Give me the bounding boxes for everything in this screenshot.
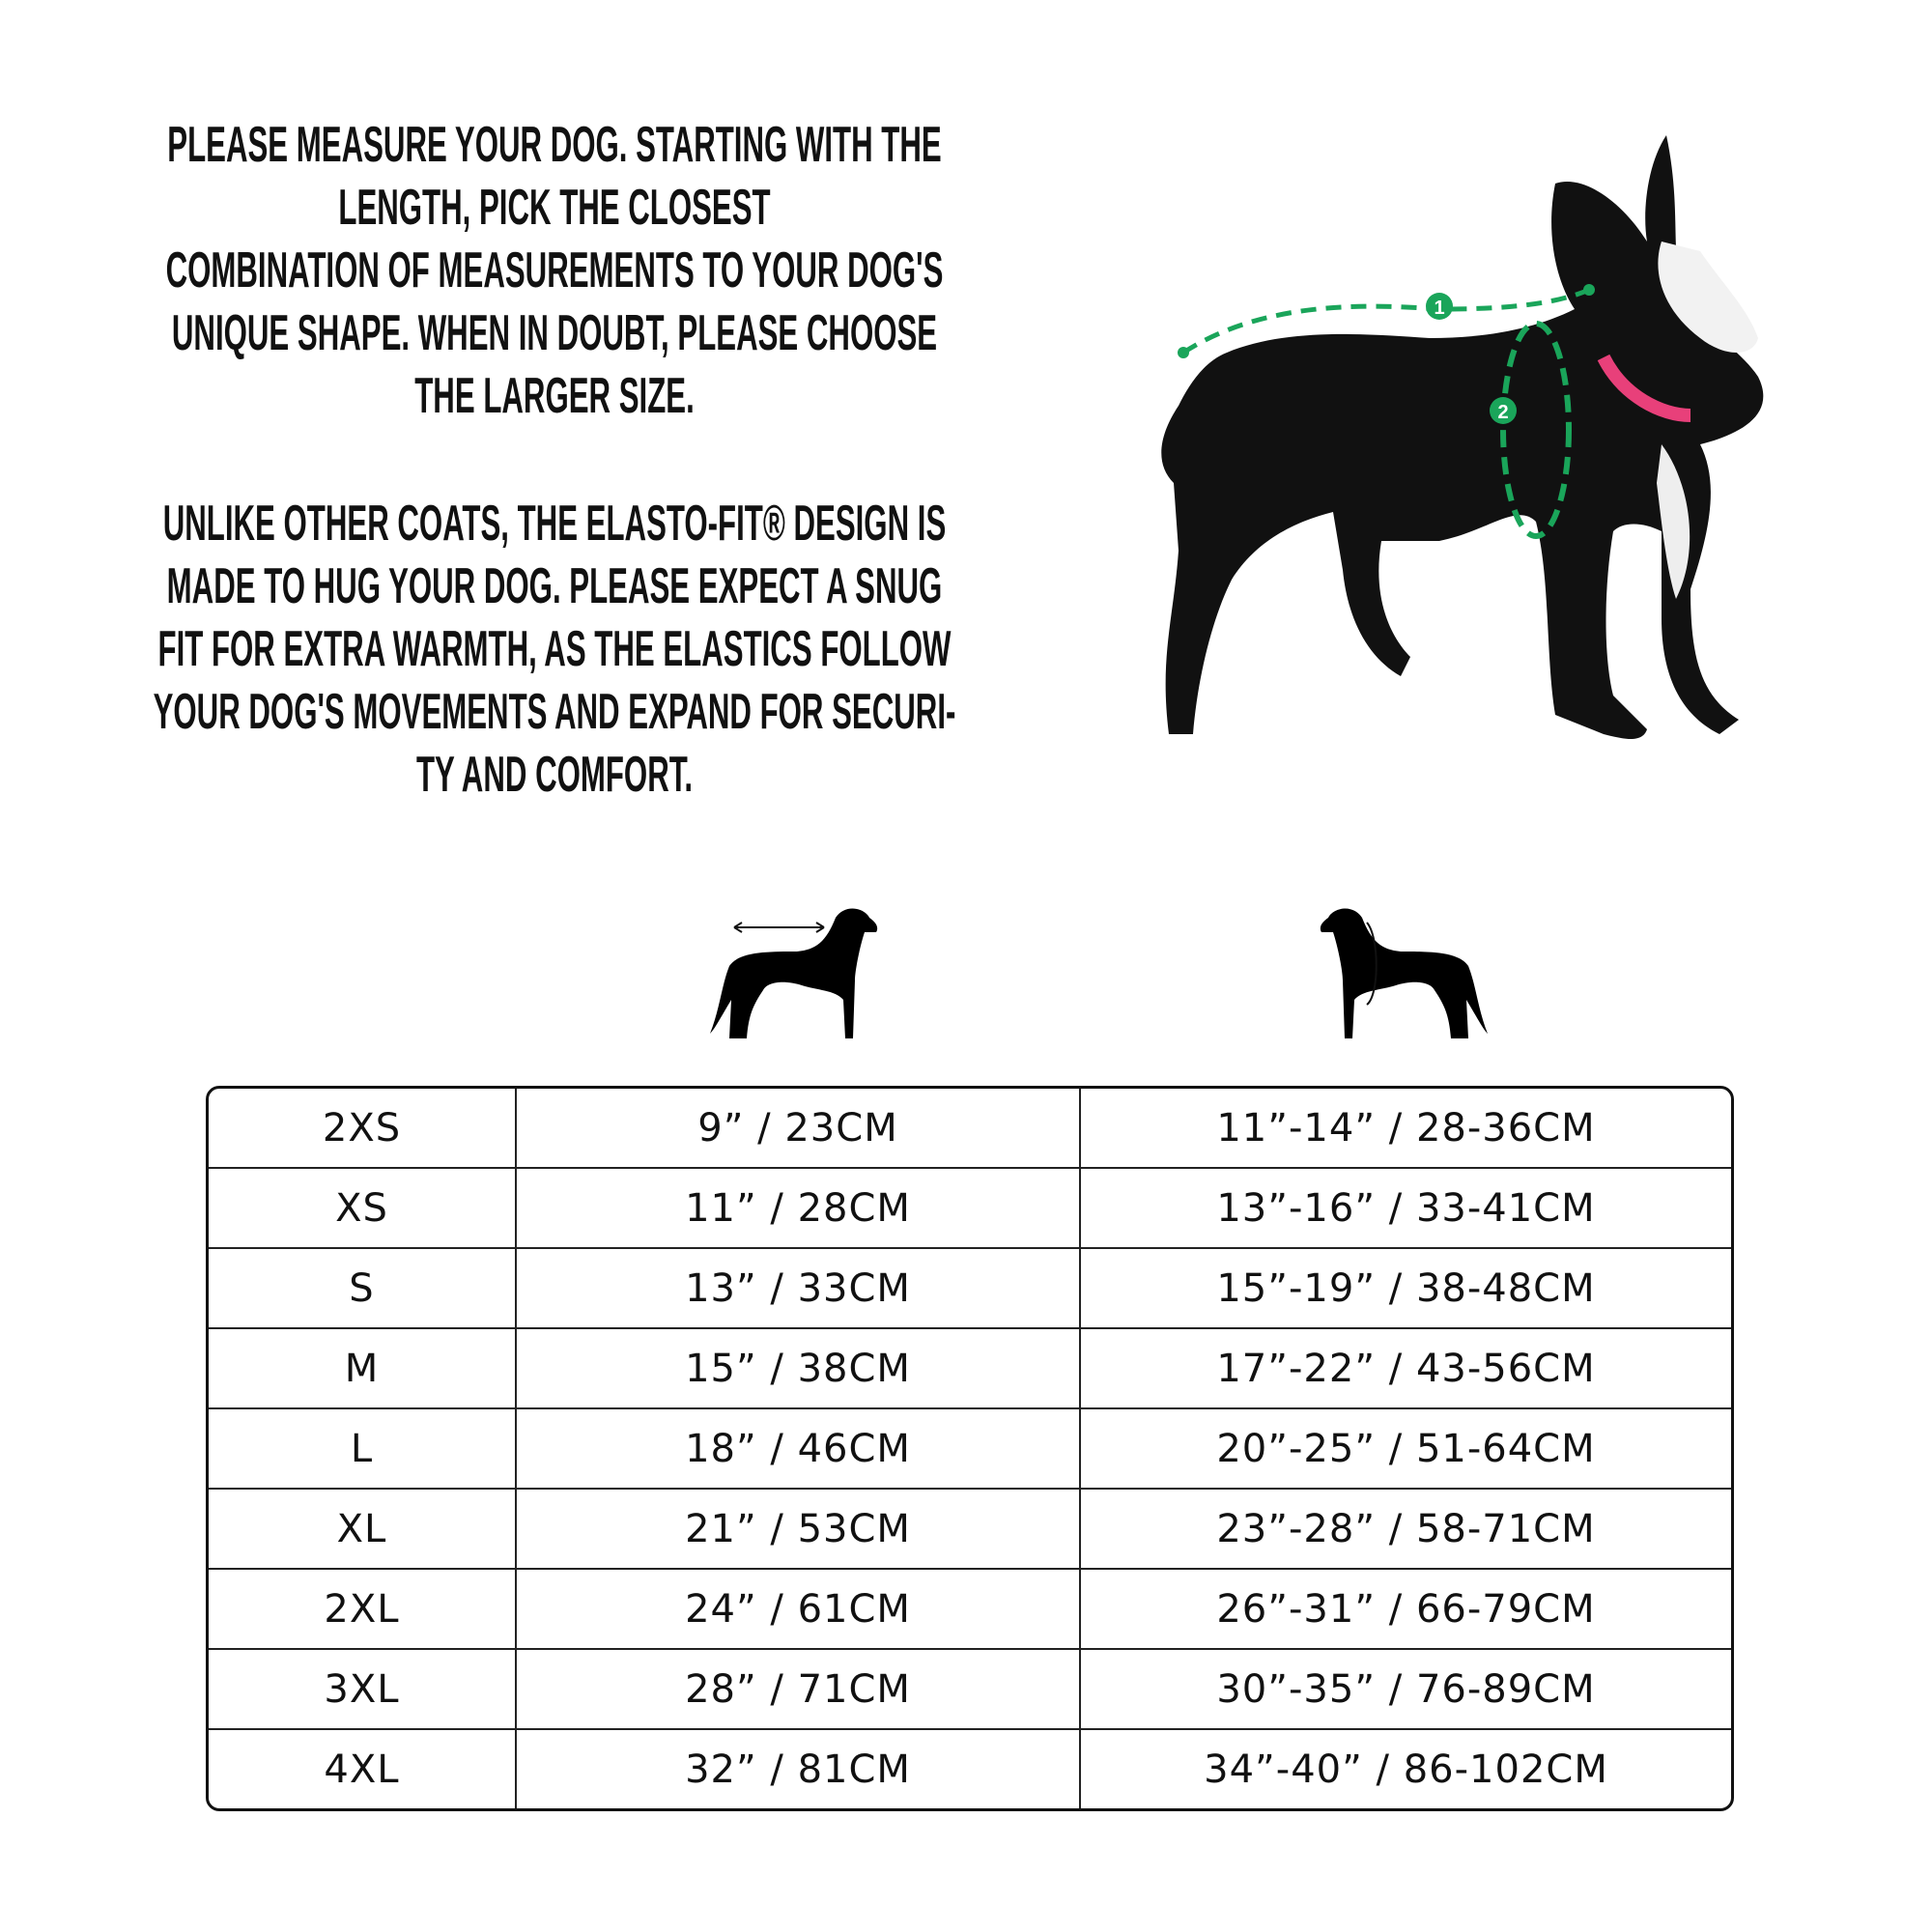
size-cell: M: [209, 1329, 517, 1409]
length-cell: 32” / 81CM: [517, 1730, 1081, 1808]
size-cell: 2XL: [209, 1570, 517, 1650]
size-cell: XS: [209, 1169, 517, 1249]
marker-2-label: 2: [1497, 402, 1508, 423]
length-cell: 9” / 23CM: [517, 1089, 1081, 1169]
size-row: 2XL 24” / 61CM 26”-31” / 66-79CM: [209, 1570, 1731, 1650]
size-row: M 15” / 38CM 17”-22” / 43-56CM: [209, 1329, 1731, 1409]
intro-paragraph-elasto-fit: UNLIKE OTHER COATS, THE ELASTO-FIT® DESI…: [0, 493, 1327, 807]
length-cell: 24” / 61CM: [517, 1570, 1081, 1650]
intro-paragraph-measure: PLEASE MEASURE YOUR DOG. STARTING WITH T…: [0, 114, 1327, 428]
intro-line: YOUR DOG'S MOVEMENTS AND EXPAND FOR SECU…: [153, 684, 956, 740]
intro-line: PLEASE MEASURE YOUR DOG. STARTING WITH T…: [167, 117, 942, 173]
intro-line: MADE TO HUG YOUR DOG. PLEASE EXPECT A SN…: [166, 558, 943, 614]
marker-2-icon: [1490, 397, 1517, 424]
chest-cell: 20”-25” / 51-64CM: [1081, 1409, 1731, 1490]
length-cell: 21” / 53CM: [517, 1490, 1081, 1570]
chest-cell: 30”-35” / 76-89CM: [1081, 1650, 1731, 1730]
intro-line: COMBINATION OF MEASUREMENTS TO YOUR DOG'…: [165, 242, 944, 298]
chest-measure-loop: [1500, 321, 1572, 539]
length-cell: 11” / 28CM: [517, 1169, 1081, 1249]
size-row: 2XS 9” / 23CM 11”-14” / 28-36CM: [209, 1089, 1731, 1169]
length-cell: 13” / 33CM: [517, 1249, 1081, 1329]
chest-cell: 34”-40” / 86-102CM: [1204, 1747, 1608, 1792]
chest-cell: 15”-19” / 38-48CM: [1081, 1249, 1731, 1329]
size-row: 3XL 28” / 71CM 30”-35” / 76-89CM: [209, 1650, 1731, 1730]
size-row: S 13” / 33CM 15”-19” / 38-48CM: [209, 1249, 1731, 1329]
size-row: 4XL 32” / 81CM 34”-40” / 86-102CM: [209, 1730, 1731, 1808]
intro-line: THE LARGER SIZE.: [414, 368, 695, 424]
size-row: XS 11” / 28CM 13”-16” / 33-41CM: [209, 1169, 1731, 1249]
intro-line: UNIQUE SHAPE. WHEN IN DOUBT, PLEASE CHOO…: [171, 305, 938, 361]
chest-cell: 26”-31” / 66-79CM: [1081, 1570, 1731, 1650]
length-cell: 18” / 46CM: [517, 1409, 1081, 1490]
size-cell: 3XL: [209, 1650, 517, 1730]
intro-line: UNLIKE OTHER COATS, THE ELASTO-FIT® DESI…: [162, 496, 947, 552]
dog-body-shape: [1161, 135, 1764, 739]
marker-1-label: 1: [1434, 298, 1444, 319]
size-cell: S: [209, 1249, 517, 1329]
length-cell: 28” / 71CM: [517, 1650, 1081, 1730]
marker-1-icon: [1426, 293, 1453, 320]
chest-cell: 11”-14” / 28-36CM: [1081, 1089, 1731, 1169]
dog-length-icon: [710, 908, 878, 1038]
size-cell: L: [209, 1409, 517, 1490]
length-cell: 15” / 38CM: [517, 1329, 1081, 1409]
intro-line: TY AND COMFORT.: [415, 747, 693, 803]
size-chart-table: 2XS 9” / 23CM 11”-14” / 28-36CM XS 11” / 28C…: [206, 1086, 1734, 1811]
size-cell: 2XS: [209, 1089, 517, 1169]
size-cell: 4XL: [209, 1730, 517, 1808]
dog-chest-girth-icon: [1320, 908, 1488, 1038]
size-row: L 18” / 46CM 20”-25” / 51-64CM: [209, 1409, 1731, 1490]
chest-cell: 23”-28” / 58-71CM: [1081, 1490, 1731, 1570]
chest-cell: 17”-22” / 43-56CM: [1081, 1329, 1731, 1409]
dog-photo-measurement-guide: 1 2: [1161, 135, 1764, 739]
size-cell: XL: [209, 1490, 517, 1570]
intro-line: LENGTH, PICK THE CLOSEST: [338, 180, 771, 236]
chest-cell: 13”-16” / 33-41CM: [1081, 1169, 1731, 1249]
size-row: XL 21” / 53CM 23”-28” / 58-71CM: [209, 1490, 1731, 1570]
intro-line: FIT FOR EXTRA WARMTH, AS THE ELASTICS FO…: [157, 621, 952, 677]
